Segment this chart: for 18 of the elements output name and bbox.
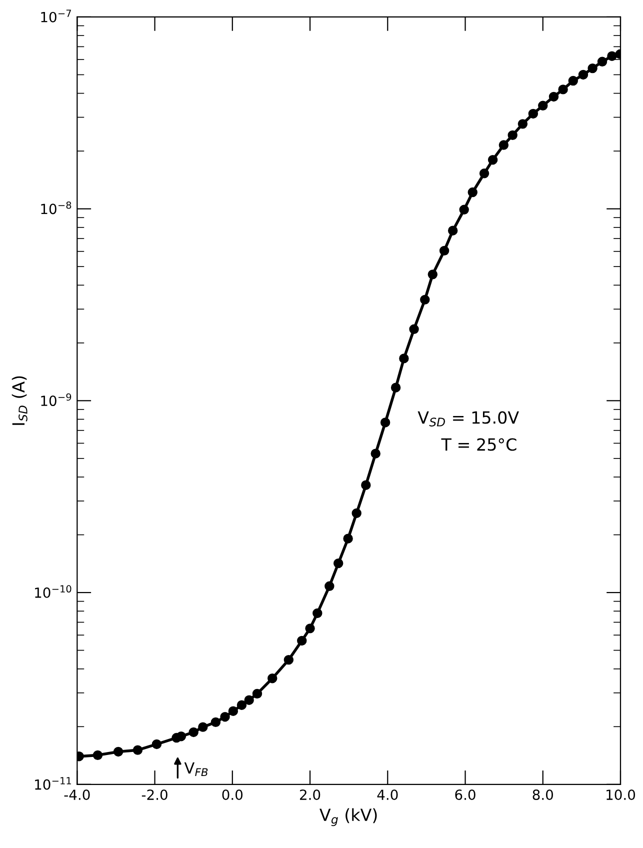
x-tick-label: 10.0: [606, 790, 636, 800]
x-tick-label: 8.0: [532, 790, 553, 800]
annotation: T = 25°C: [441, 438, 516, 451]
x-tick-label: 4.0: [377, 790, 398, 800]
y-tick-label: 10$^{−7}$: [41, 10, 71, 22]
x-tick-label: 0.0: [222, 790, 243, 800]
annotation: V$_{SD}$ = 15.0V: [418, 411, 519, 426]
y-tick-label: 10$^{−9}$: [41, 393, 72, 406]
x-tick-label: 6.0: [455, 790, 476, 800]
x-tick-label: -2.0: [142, 790, 168, 800]
y-tick-label: 10$^{−8}$: [41, 201, 72, 214]
y-tick-label: 10$^{−10}$: [35, 585, 72, 598]
x-axis-title: V$_{g}$ (kV): [320, 808, 377, 826]
annotation: V$_{FB}$: [184, 762, 208, 776]
y-tick-label: 10$^{−11}$: [35, 777, 71, 790]
x-tick-label: -4.0: [64, 790, 90, 800]
x-tick-label: 2.0: [300, 790, 320, 800]
y-axis-title: I$_{SD}$ (A): [12, 376, 28, 425]
